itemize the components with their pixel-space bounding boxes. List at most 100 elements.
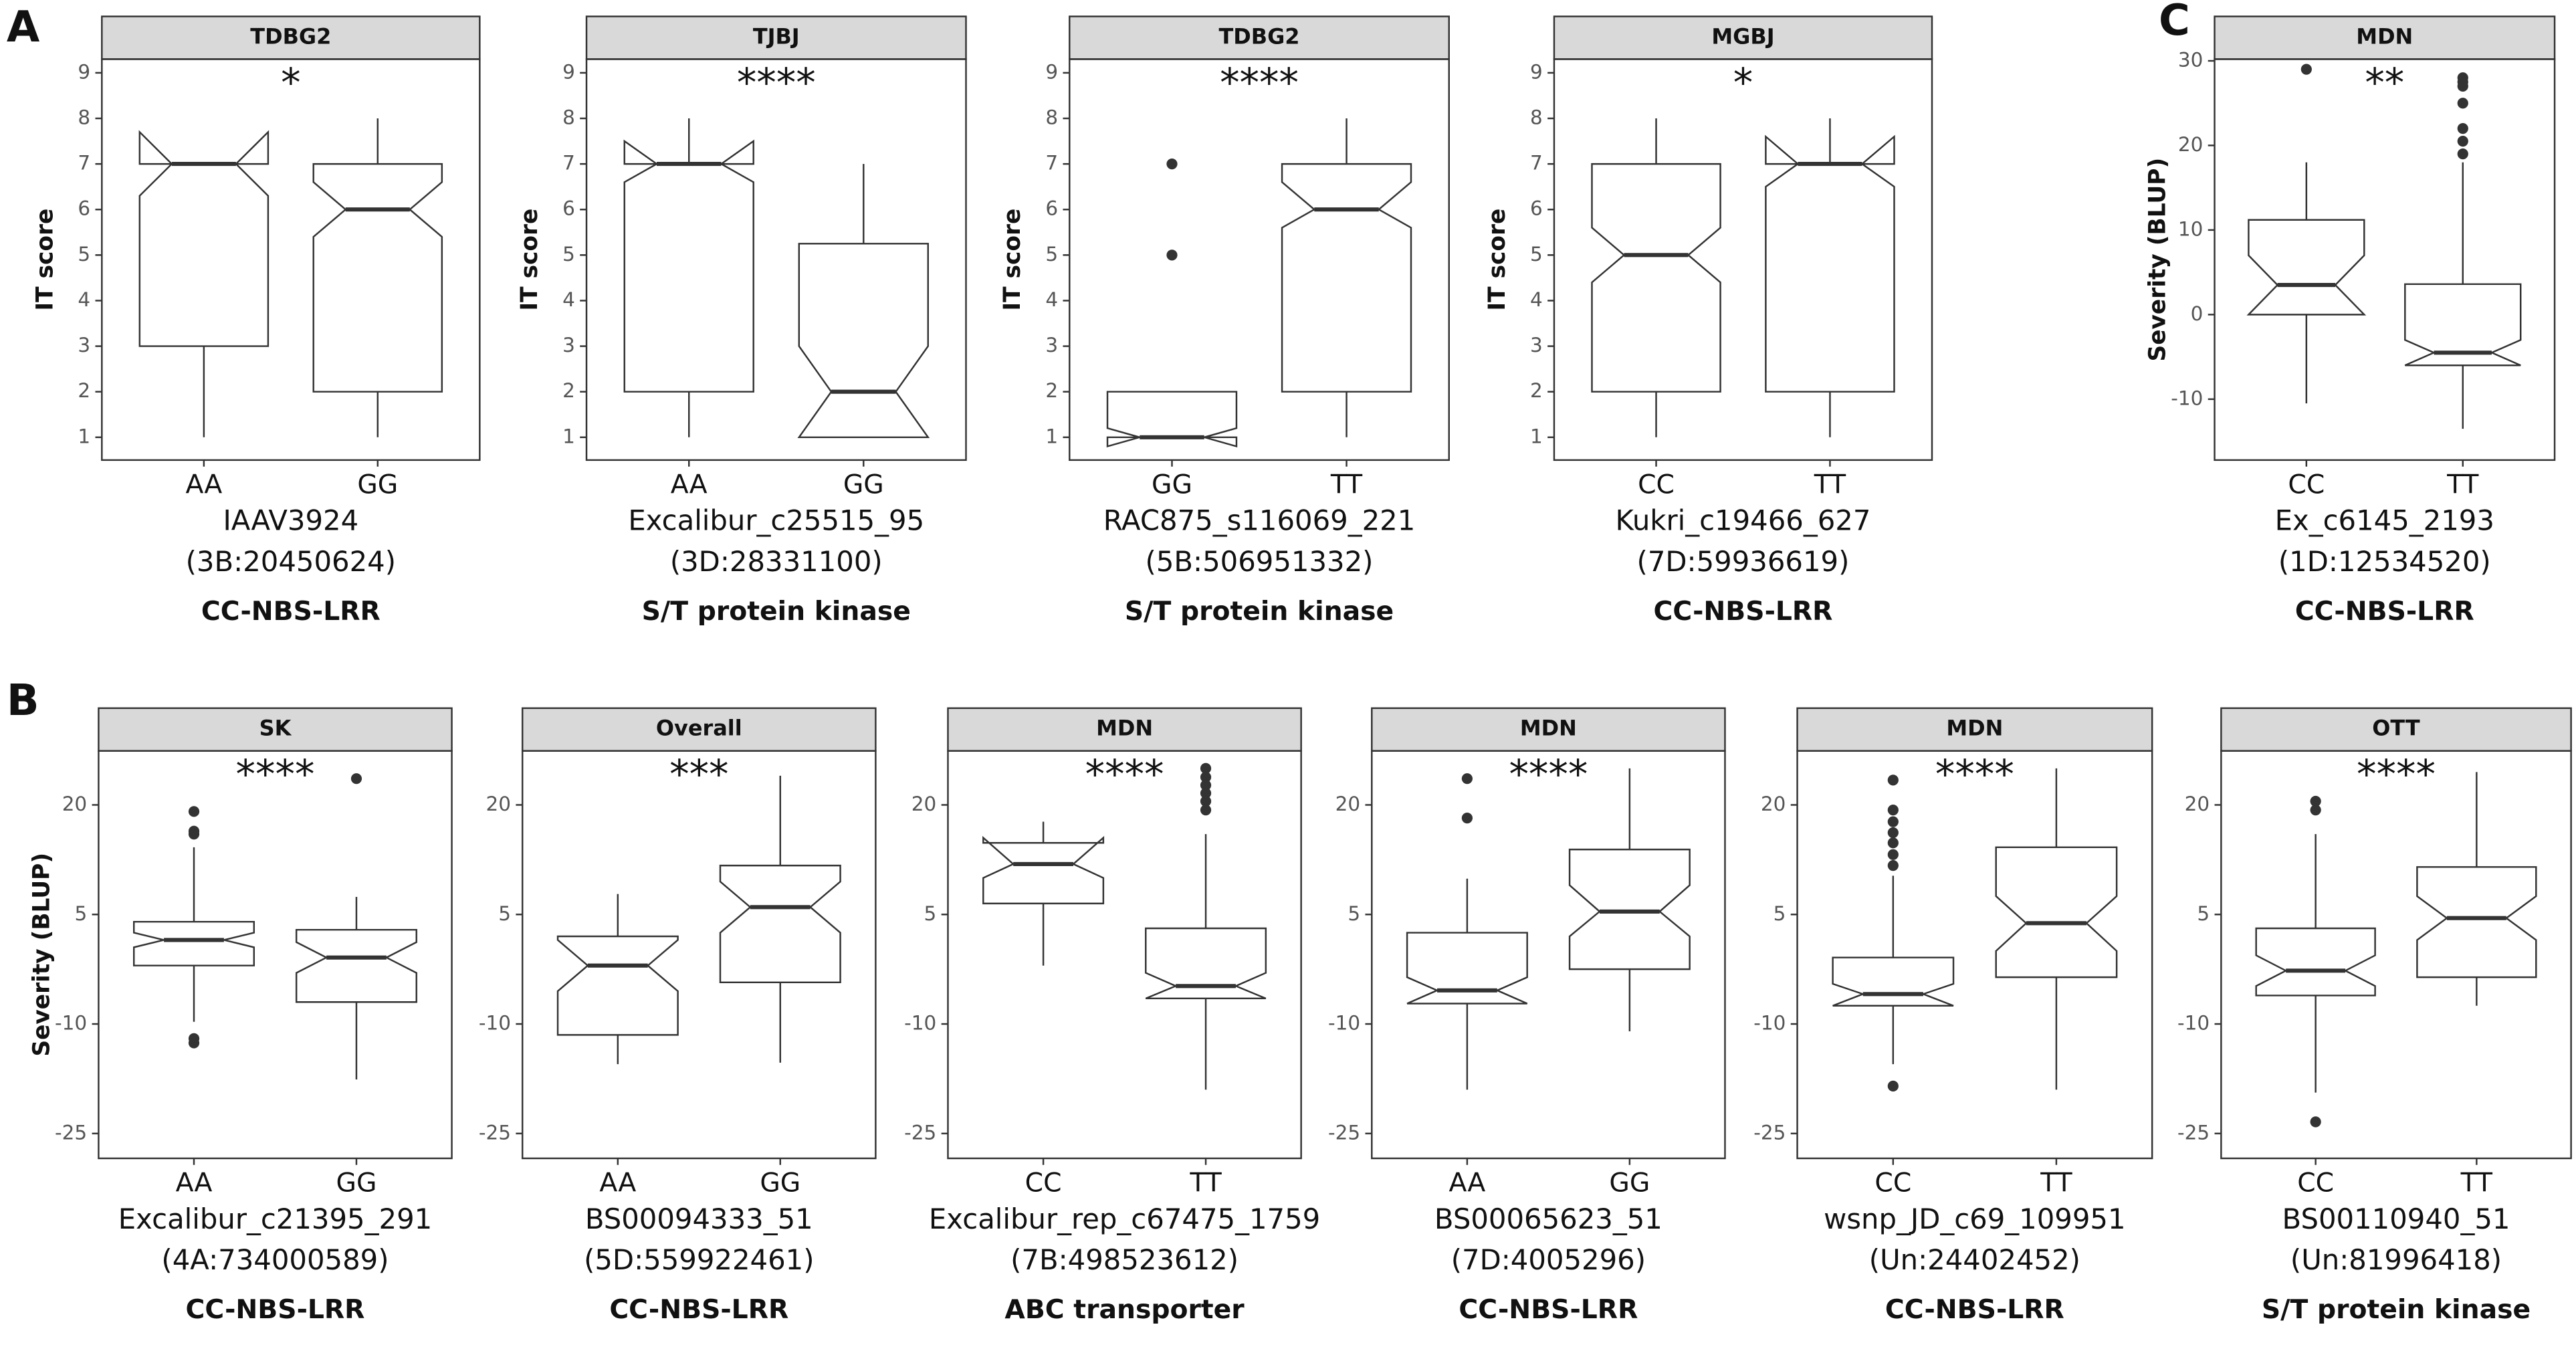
panel-letter: B — [7, 676, 39, 726]
gene-class: CC-NBS-LRR — [1459, 1295, 1638, 1325]
box — [1145, 927, 1267, 1000]
y-tick-label: 4 — [1530, 288, 1543, 311]
outlier — [1200, 771, 1212, 783]
strip — [1069, 15, 1450, 60]
gene-class: S/T protein kinase — [1125, 597, 1394, 627]
outlier — [1887, 827, 1899, 839]
outlier — [1887, 860, 1899, 871]
y-axis-label: IT score — [516, 209, 543, 311]
strip-title: SK — [259, 716, 292, 741]
panel-letter: C — [2159, 0, 2190, 45]
x-tick-label: TT — [2040, 1168, 2072, 1199]
outlier — [1887, 816, 1899, 827]
significance: **** — [1509, 751, 1588, 797]
y-tick-label: 5 — [78, 243, 90, 266]
outlier — [1200, 762, 1212, 774]
box — [556, 935, 679, 1036]
gene-class: CC-NBS-LRR — [1885, 1295, 2064, 1325]
y-tick-label: 7 — [78, 152, 90, 175]
box — [719, 864, 841, 984]
strip-title: MDN — [1520, 716, 1577, 741]
y-tick-label: 6 — [1530, 197, 1543, 220]
y-tick-label: 5 — [498, 902, 511, 925]
y-tick-label: 3 — [1530, 334, 1543, 356]
gene-class: CC-NBS-LRR — [201, 597, 381, 627]
y-tick-label: -10 — [1753, 1012, 1786, 1035]
box — [295, 928, 417, 1003]
panel-letter: A — [7, 3, 40, 52]
outlier — [350, 773, 362, 785]
y-tick-label: 5 — [1774, 902, 1786, 925]
y-tick-label: 2 — [1045, 379, 1058, 402]
y-tick-label: 4 — [1045, 288, 1058, 311]
plot-frame — [2214, 58, 2556, 461]
marker-name: Excalibur_c21395_291 — [118, 1203, 432, 1235]
box — [797, 243, 930, 439]
marker-name: BS00094333_51 — [585, 1203, 813, 1235]
y-tick-label: 20 — [911, 793, 937, 815]
gene-class: CC-NBS-LRR — [186, 1295, 365, 1325]
marker-name: Kukri_c19466_627 — [1616, 504, 1871, 537]
y-tick-label: 6 — [78, 197, 90, 220]
y-tick-label: 1 — [78, 425, 90, 447]
y-tick-label: 5 — [1530, 243, 1543, 266]
box — [2246, 219, 2367, 316]
y-tick-label: -25 — [479, 1121, 511, 1144]
significance: **** — [1935, 751, 2014, 797]
marker-name: Excalibur_c25515_95 — [628, 504, 924, 537]
box — [132, 920, 255, 966]
marker-name: BS00110940_51 — [2282, 1203, 2510, 1235]
y-axis-label: IT score — [999, 209, 1026, 311]
significance: **** — [2357, 751, 2436, 797]
outlier — [1166, 159, 1178, 170]
marker-position: (Un:24402452) — [1869, 1243, 2080, 1276]
outlier — [2300, 64, 2312, 75]
box — [1591, 163, 1721, 393]
marker-position: (3D:28331100) — [670, 545, 883, 578]
strip — [101, 15, 481, 60]
x-tick-label: AA — [185, 470, 222, 500]
y-tick-label: 6 — [1045, 197, 1058, 220]
box — [982, 835, 1105, 905]
y-tick-label: 20 — [1761, 793, 1786, 815]
y-tick-label: 5 — [2197, 902, 2210, 925]
x-tick-label: CC — [1025, 1168, 1062, 1199]
gene-class: S/T protein kinase — [2262, 1295, 2531, 1325]
x-tick-label: TT — [1189, 1168, 1222, 1199]
gene-class: ABC transporter — [1004, 1295, 1245, 1325]
x-tick-label: TT — [2446, 470, 2479, 500]
y-tick-label: 5 — [1045, 243, 1058, 266]
plot-frame — [2220, 750, 2572, 1160]
y-tick-label: -25 — [2177, 1121, 2210, 1144]
y-tick-label: 20 — [486, 793, 512, 815]
plot-frame — [1371, 750, 1726, 1160]
y-axis-label: IT score — [31, 209, 58, 311]
marker-name: Excalibur_rep_c67475_1759 — [929, 1203, 1320, 1235]
x-tick-label: GG — [357, 470, 398, 500]
marker-position: (Un:81996418) — [2290, 1243, 2502, 1276]
outlier — [2310, 795, 2321, 807]
significance: **** — [737, 60, 816, 106]
y-tick-label: 1 — [562, 425, 575, 447]
y-tick-label: 8 — [562, 106, 575, 128]
strip — [1553, 15, 1933, 60]
gene-class: CC-NBS-LRR — [1654, 597, 1833, 627]
y-tick-label: 5 — [1348, 902, 1360, 925]
outlier — [1887, 837, 1899, 849]
marker-name: wsnp_JD_c69_109951 — [1824, 1203, 2125, 1235]
y-tick-label: 0 — [2191, 302, 2204, 325]
y-tick-label: -10 — [479, 1012, 511, 1035]
plot-frame — [585, 58, 967, 461]
strip-title: TDBG2 — [1218, 24, 1299, 49]
box — [1765, 134, 1895, 393]
strip — [585, 15, 967, 60]
strip-title: MDN — [2356, 24, 2413, 49]
x-tick-label: AA — [671, 470, 708, 500]
outlier — [1887, 849, 1899, 860]
y-tick-label: 7 — [1045, 152, 1058, 175]
y-tick-label: 5 — [562, 243, 575, 266]
x-tick-label: GG — [1152, 470, 1192, 500]
significance: **** — [1220, 60, 1299, 106]
